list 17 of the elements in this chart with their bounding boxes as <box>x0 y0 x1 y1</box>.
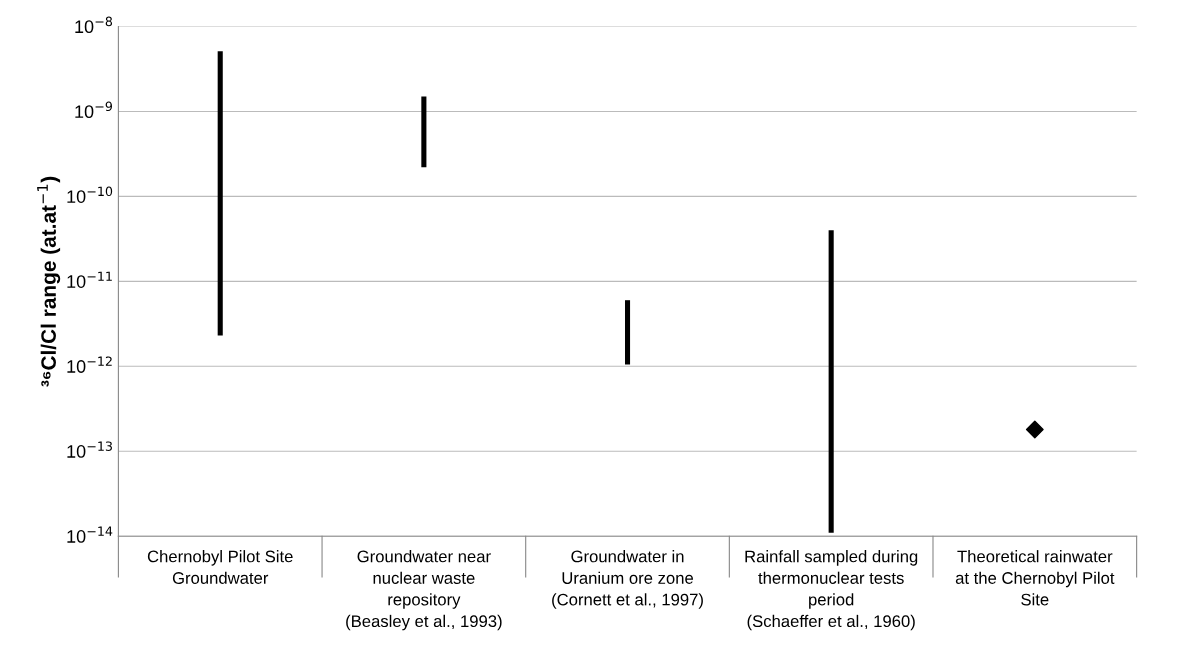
x-tick-label: Groundwater near nuclear waste repository (Beasley et al., 1993) <box>346 550 502 631</box>
y-tick-label: 10$^{−8}$ <box>75 16 113 34</box>
y-axis-title: ³⁶Cl/Cl range (at.at$^{−1}$) <box>37 176 61 387</box>
bar <box>624 300 631 365</box>
y-tick-label: 10$^{−12}$ <box>67 356 112 373</box>
y-tick-label: 10$^{−11}$ <box>67 271 112 288</box>
y-tick-label: 10$^{−14}$ <box>67 526 113 543</box>
y-tick-label: 10$^{−13}$ <box>67 441 112 458</box>
x-tick-label: Rainfall sampled during thermonuclear tests period (Schaeffer et al., 1960) <box>745 550 918 631</box>
x-tick-label: Theoretical rainwater at the Chernobyl Pilot Site <box>955 550 1115 606</box>
y-tick-label: 10$^{−10}$ <box>67 186 113 203</box>
y-tick-label: 10$^{−9}$ <box>75 101 112 119</box>
x-tick-label: Chernobyl Pilot Site Groundwater <box>147 550 293 584</box>
bar <box>828 230 834 533</box>
bar <box>421 96 427 168</box>
x-tick-label: Groundwater in Uranium ore zone (Cornett et al., 1997) <box>552 550 703 609</box>
bar <box>217 51 223 336</box>
